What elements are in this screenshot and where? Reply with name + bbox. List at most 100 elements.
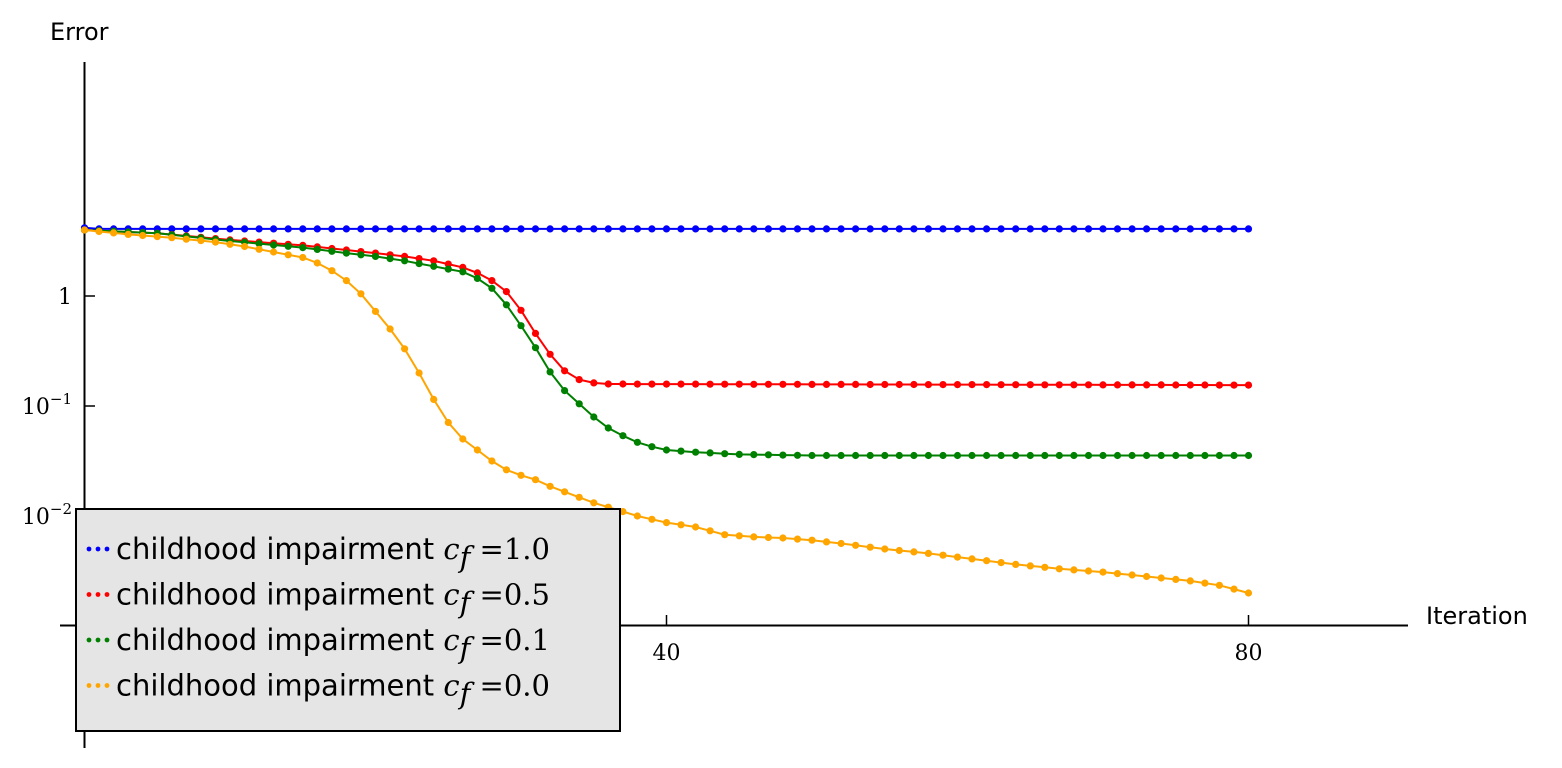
data-point [808, 380, 816, 388]
data-point [590, 379, 598, 387]
data-point [953, 553, 962, 561]
data-point [692, 225, 700, 233]
data-point [386, 325, 394, 333]
legend-value: =0.1 [470, 623, 550, 657]
data-point [531, 344, 540, 352]
data-point [284, 251, 292, 259]
data-point [561, 488, 569, 496]
data-point [997, 559, 1005, 567]
data-point [502, 288, 510, 296]
legend-marker [95, 637, 101, 643]
data-point [575, 400, 583, 408]
data-point [1084, 381, 1093, 389]
data-point [692, 448, 700, 456]
data-point [488, 225, 496, 233]
data-point [211, 238, 220, 246]
data-point [1113, 381, 1122, 389]
legend-marker [104, 546, 110, 552]
data-point [313, 245, 321, 253]
data-point [619, 380, 627, 388]
data-point [1041, 451, 1049, 460]
data-point [866, 543, 874, 551]
data-point [895, 546, 903, 555]
data-point [1012, 560, 1020, 569]
data-point [706, 449, 714, 457]
legend-entry: childhood impairment cf =0.5 [116, 578, 550, 620]
data-point [706, 225, 714, 233]
data-point [590, 413, 598, 421]
data-point [1244, 381, 1253, 389]
data-point [1157, 574, 1165, 582]
data-point [924, 225, 933, 233]
data-point [430, 395, 438, 403]
legend-entry: childhood impairment cf =0.0 [116, 669, 550, 711]
data-point [444, 260, 452, 268]
data-point [1026, 451, 1034, 460]
data-point [168, 234, 176, 242]
data-point [1215, 225, 1223, 233]
series-3 [80, 226, 1253, 597]
data-point [517, 306, 525, 314]
data-point [153, 233, 161, 241]
data-point [706, 527, 714, 535]
data-point [1244, 451, 1253, 460]
data-point [546, 350, 554, 358]
data-point [502, 301, 510, 309]
data-point [648, 443, 656, 451]
data-point [1201, 579, 1209, 587]
data-point [401, 345, 409, 353]
data-point [706, 380, 714, 388]
data-point [604, 380, 612, 388]
data-point [779, 534, 787, 542]
data-point [328, 225, 336, 233]
y-tick-base: 10 [22, 395, 50, 420]
data-point [459, 268, 467, 276]
data-point [764, 225, 773, 233]
data-point [721, 450, 729, 458]
data-point [517, 471, 525, 479]
data-point [779, 225, 787, 233]
data-point [328, 267, 336, 275]
x-axis-label: Iteration [1426, 602, 1528, 630]
data-point [1186, 577, 1194, 585]
data-point [80, 226, 89, 234]
data-point [517, 225, 525, 233]
data-point [910, 451, 918, 460]
data-point [1230, 451, 1238, 460]
y-tick-exponent: −2 [50, 500, 72, 518]
data-point [604, 424, 612, 432]
legend-symbol: c [443, 669, 459, 703]
y-tick-base: 10 [22, 505, 50, 530]
x-tick-label: 80 [1235, 641, 1263, 666]
data-point [401, 257, 409, 265]
data-point [561, 225, 569, 233]
data-point [444, 225, 452, 233]
data-point [1012, 451, 1020, 460]
data-point [852, 541, 860, 549]
data-point [604, 225, 612, 233]
data-point [459, 225, 467, 233]
data-point [953, 451, 962, 460]
data-point [619, 508, 627, 516]
data-point [1099, 451, 1107, 460]
data-point [721, 531, 729, 539]
data-point [1143, 572, 1151, 581]
data-point [299, 225, 307, 233]
data-point [939, 551, 947, 559]
data-point [357, 225, 365, 233]
data-point [299, 244, 307, 252]
data-point [488, 277, 496, 285]
data-point [1128, 381, 1136, 389]
data-point [342, 249, 350, 257]
data-point [735, 532, 743, 540]
data-point [1012, 381, 1020, 389]
data-point [852, 380, 860, 388]
data-point [1113, 570, 1122, 578]
y-tick-label: 1 [58, 285, 72, 310]
data-point [182, 235, 190, 243]
x-tick-label: 40 [653, 641, 681, 666]
data-point [590, 225, 598, 233]
data-point [662, 380, 671, 388]
data-point [1157, 225, 1165, 233]
